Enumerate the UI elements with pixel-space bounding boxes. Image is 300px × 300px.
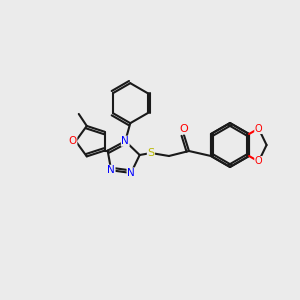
Text: O: O [180, 124, 188, 134]
Text: S: S [147, 148, 155, 158]
Text: N: N [127, 168, 135, 178]
Text: O: O [255, 157, 262, 166]
Text: O: O [69, 136, 77, 146]
Text: N: N [122, 136, 129, 146]
Text: O: O [255, 124, 262, 134]
Text: N: N [107, 165, 115, 175]
